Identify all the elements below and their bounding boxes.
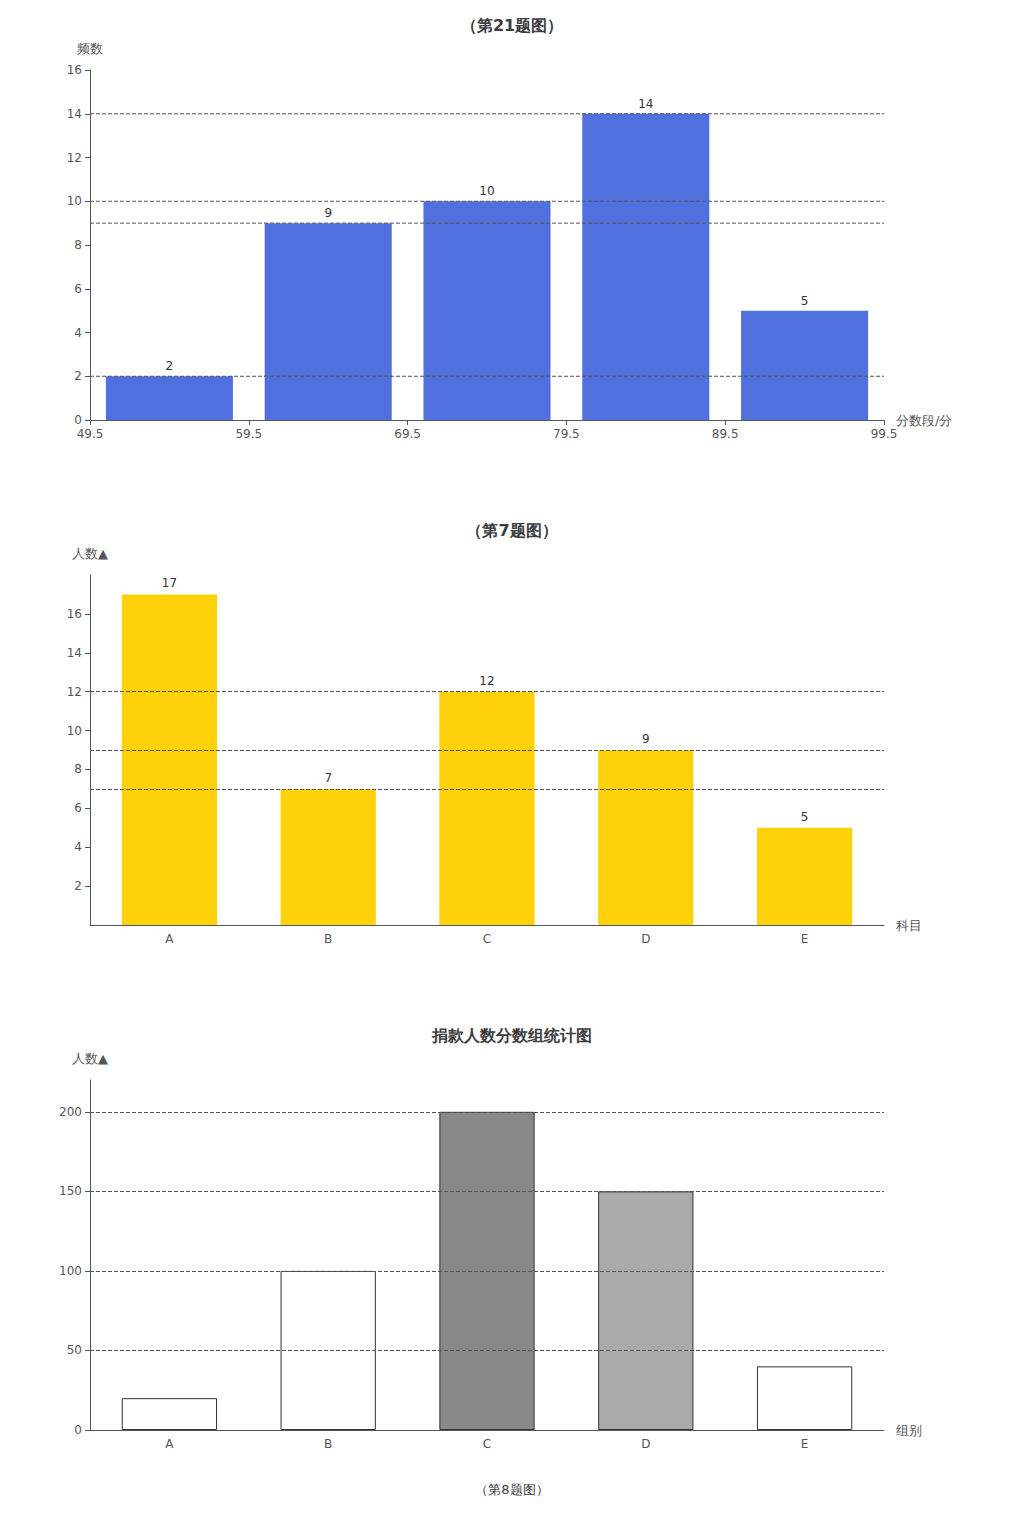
svg-text:E: E [801,1437,809,1451]
svg-text:7: 7 [324,771,332,785]
svg-text:B: B [324,1437,332,1451]
svg-text:8: 8 [74,762,82,776]
svg-text:17: 17 [162,576,177,590]
svg-text:99.5: 99.5 [871,427,898,441]
svg-text:8: 8 [74,238,82,252]
svg-text:89.5: 89.5 [712,427,739,441]
svg-text:6: 6 [74,282,82,296]
svg-text:9: 9 [642,732,650,746]
svg-text:A: A [165,932,174,946]
svg-text:A: A [165,1437,174,1451]
svg-text:频数: 频数 [77,41,103,56]
svg-text:10: 10 [67,194,82,208]
svg-text:0: 0 [74,1423,82,1437]
svg-text:科目: 科目 [896,918,922,933]
svg-text:人数▲: 人数▲ [72,546,108,561]
svg-text:9: 9 [324,206,332,220]
svg-text:79.5: 79.5 [553,427,580,441]
svg-text:16: 16 [67,607,82,621]
svg-text:（第7题图）: （第7题图） [466,521,557,540]
svg-text:50: 50 [67,1343,82,1357]
svg-text:6: 6 [74,801,82,815]
svg-text:12: 12 [479,674,494,688]
svg-text:2: 2 [74,879,82,893]
svg-text:10: 10 [479,184,494,198]
svg-text:组别: 组别 [896,1423,922,1438]
svg-text:D: D [641,932,650,946]
svg-text:C: C [483,1437,491,1451]
svg-text:5: 5 [801,294,809,308]
svg-text:4: 4 [74,840,82,854]
svg-text:12: 12 [67,151,82,165]
svg-text:14: 14 [67,107,82,121]
svg-text:（第8题图）: （第8题图） [475,1482,548,1497]
svg-text:14: 14 [638,97,653,111]
svg-text:2: 2 [74,369,82,383]
svg-text:10: 10 [67,724,82,738]
svg-text:分数段/分: 分数段/分 [896,413,952,428]
svg-text:2: 2 [166,359,174,373]
svg-text:16: 16 [67,63,82,77]
svg-text:49.5: 49.5 [77,427,104,441]
svg-text:200: 200 [59,1105,82,1119]
svg-text:150: 150 [59,1184,82,1198]
svg-text:12: 12 [67,685,82,699]
svg-text:E: E [801,932,809,946]
svg-text:4: 4 [74,326,82,340]
svg-text:（第21题图）: （第21题图） [461,16,563,35]
svg-text:59.5: 59.5 [235,427,262,441]
svg-text:0: 0 [74,413,82,427]
svg-text:D: D [641,1437,650,1451]
svg-text:14: 14 [67,646,82,660]
svg-text:B: B [324,932,332,946]
svg-text:C: C [483,932,491,946]
svg-text:100: 100 [59,1264,82,1278]
svg-text:69.5: 69.5 [394,427,421,441]
svg-text:捐款人数分数组统计图: 捐款人数分数组统计图 [431,1026,592,1045]
svg-text:人数▲: 人数▲ [72,1051,108,1066]
svg-text:5: 5 [801,810,809,824]
